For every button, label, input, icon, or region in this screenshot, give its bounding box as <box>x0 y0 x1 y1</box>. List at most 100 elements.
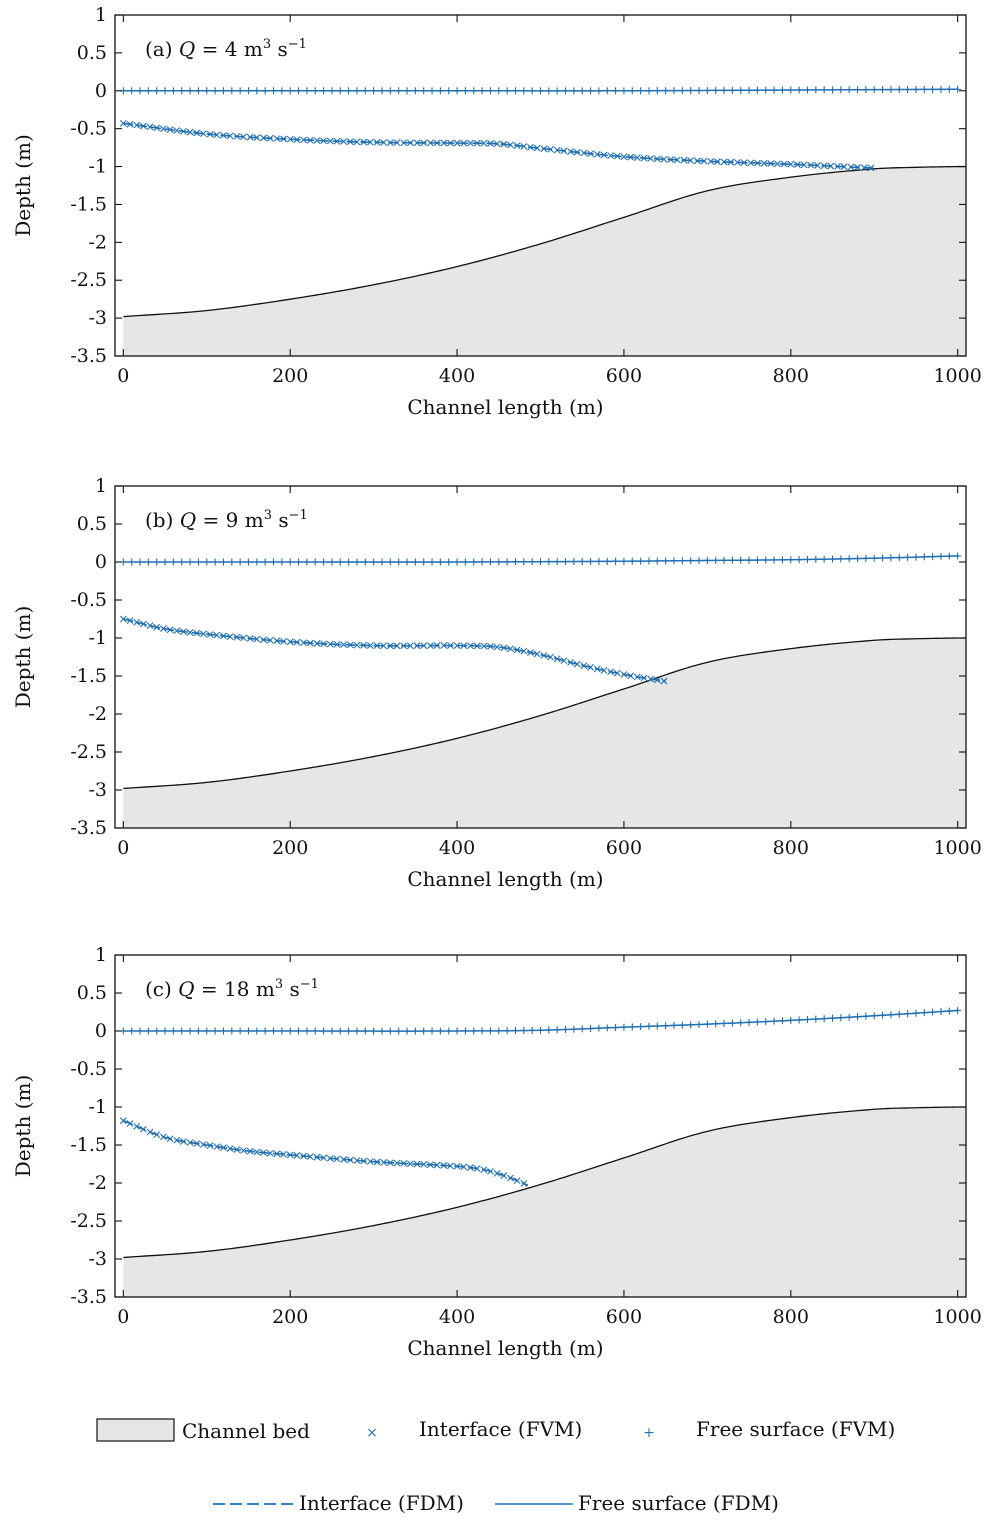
free-surface-fvm-marker <box>854 86 862 94</box>
free-surface-fvm-marker <box>253 87 261 95</box>
interface-fvm-marker <box>260 1149 267 1157</box>
interface-fvm-marker <box>734 159 741 166</box>
x-tick-label: 200 <box>272 365 308 387</box>
interface-fvm-marker <box>340 1156 347 1163</box>
free-surface-fvm-marker <box>353 87 361 95</box>
legend-interface-fdm-label: Interface (FDM) <box>299 1491 464 1515</box>
interface-fvm-marker <box>119 119 127 127</box>
y-tick-label: -2.5 <box>70 269 107 291</box>
interface-fvm-marker <box>527 143 534 151</box>
interface-fvm-marker <box>440 1162 448 1169</box>
interface-fvm-marker <box>246 635 254 642</box>
interface-fvm-marker <box>820 162 828 170</box>
plot-area <box>119 1006 966 1297</box>
interface-fvm-marker <box>560 147 568 155</box>
y-axis-label: Depth (m) <box>11 134 35 237</box>
channel-bed-area <box>123 166 966 356</box>
y-tick-label: -1.5 <box>70 665 107 687</box>
interface-fvm-marker <box>360 138 368 146</box>
interface-fvm-marker <box>186 1139 194 1146</box>
free-surface-fvm-marker <box>620 1023 628 1031</box>
interface-fvm-marker <box>447 1162 454 1170</box>
free-surface-fvm-marker <box>762 86 770 94</box>
free-surface-fvm-marker <box>194 558 202 566</box>
free-surface-fvm-marker <box>662 557 670 565</box>
free-surface-fvm-marker <box>803 1016 811 1024</box>
free-surface-fvm-marker <box>829 555 837 563</box>
panel-c: 1 0.5 0 -0.5 -1 -1.5 -2 -2.5 -3 -3.5 0 200 400 600 800… <box>11 944 982 1360</box>
free-surface-fvm-marker <box>712 1020 720 1028</box>
free-surface-fvm-marker <box>687 557 695 565</box>
interface-fvm-marker <box>473 642 481 650</box>
interface-fvm-marker <box>213 1143 221 1150</box>
free-surface-fvm-marker <box>587 87 595 95</box>
free-surface-fvm-marker <box>345 87 353 95</box>
interface-fvm-marker <box>393 642 401 650</box>
interface-fvm-marker <box>133 121 141 129</box>
x-tick-label: 800 <box>773 837 809 859</box>
free-surface-fvm-marker <box>144 87 152 95</box>
free-surface-fvm-marker <box>678 87 686 95</box>
free-surface-fvm-marker <box>545 558 553 566</box>
interface-fvm-marker <box>346 138 354 146</box>
y-tick-label: 0.5 <box>77 42 107 64</box>
free-surface-fvm-marker <box>320 87 328 95</box>
free-surface-fvm-marker <box>887 86 895 94</box>
interface-fvm-marker <box>320 1154 327 1162</box>
free-surface-fvm-marker <box>186 87 194 95</box>
interface-fvm-marker <box>754 159 761 167</box>
free-surface-fvm-marker <box>603 557 611 565</box>
interface-fvm-marker <box>713 158 721 166</box>
interface-fvm-marker <box>146 1128 154 1136</box>
interface-fvm-marker <box>260 134 267 142</box>
interface-fvm-marker <box>487 1167 494 1175</box>
interface-fvm-marker <box>160 1133 167 1141</box>
free-surface-fvm-marker <box>562 1026 570 1033</box>
free-surface-fvm-marker <box>837 1014 845 1022</box>
interface-fvm-marker <box>520 1180 528 1187</box>
interface-fvm-marker <box>493 1169 501 1177</box>
y-tick-label: -3.5 <box>70 345 107 367</box>
interface-fvm-marker <box>593 150 601 158</box>
interface-fvm-marker <box>266 1149 274 1157</box>
interface-fvm-marker <box>166 1135 174 1143</box>
interface-fvm-marker <box>433 1161 441 1169</box>
free-surface-fvm-marker <box>845 1013 853 1021</box>
free-surface-fvm-marker <box>929 1008 937 1016</box>
channel-bed-line <box>123 637 966 790</box>
interface-fvm-marker <box>206 1142 214 1149</box>
interface-fvm-marker <box>540 145 548 153</box>
interface-fvm-marker <box>126 120 134 128</box>
interface-fvm-marker <box>360 1157 368 1165</box>
free-surface-fvm-marker <box>587 1025 595 1033</box>
interface-fvm-marker <box>460 139 468 147</box>
x-tick-label: 1000 <box>933 837 981 859</box>
free-surface-fvm-marker <box>862 86 870 94</box>
free-surface-fvm-marker <box>670 557 678 565</box>
interface-fvm-marker <box>647 155 655 162</box>
free-surface-fvm-marker <box>695 1020 703 1028</box>
interface-fvm-marker <box>420 642 428 650</box>
interface-fvm-marker <box>366 138 374 146</box>
interface-fvm-marker <box>360 641 368 649</box>
x-tick-label: 600 <box>606 837 642 859</box>
interface-fvm-marker <box>139 122 147 130</box>
free-surface-fvm-marker <box>511 1027 519 1035</box>
interface-fvm-marker <box>567 148 574 155</box>
interface-fvm-marker <box>740 159 748 167</box>
y-tick-label: -3.5 <box>70 817 107 839</box>
free-surface-fvm-marker <box>378 87 386 95</box>
interface-fvm-marker <box>226 633 234 640</box>
free-surface-fvm-marker <box>270 1027 278 1035</box>
free-surface-fvm-marker <box>336 87 344 95</box>
free-surface-fvm-marker <box>136 1027 144 1035</box>
free-surface-fvm-marker <box>295 1027 303 1035</box>
free-surface-fvm-marker <box>395 87 403 95</box>
interface-fvm-marker <box>633 673 641 681</box>
interface-fvm-marker <box>540 652 548 659</box>
interface-fvm-marker <box>774 160 781 168</box>
free-surface-fvm-marker <box>753 556 761 564</box>
free-surface-fvm-marker <box>453 87 461 95</box>
interface-fvm-marker <box>507 645 514 653</box>
interface-fvm-marker <box>807 161 815 169</box>
